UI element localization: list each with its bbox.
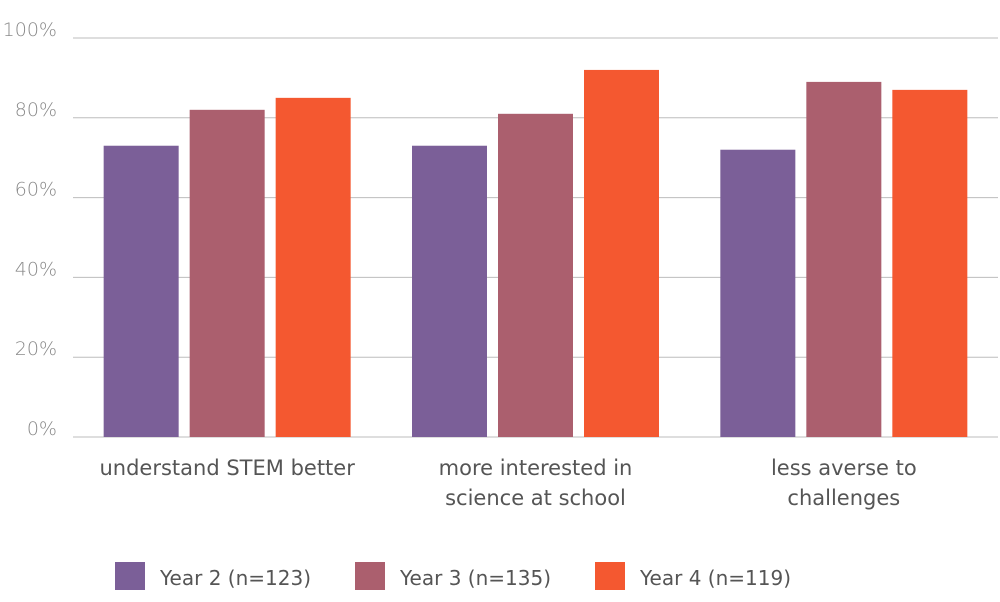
bar bbox=[584, 69, 659, 438]
y-axis-ticks: 0% 20% 40% 60% 80% 100% bbox=[3, 19, 57, 440]
legend-swatch bbox=[595, 562, 625, 590]
bar bbox=[275, 97, 351, 437]
legend-swatch bbox=[355, 562, 385, 590]
y-tick-label: 100% bbox=[3, 19, 57, 41]
legend-label: Year 3 (n=135) bbox=[399, 566, 551, 590]
bar bbox=[189, 109, 265, 437]
legend-label: Year 4 (n=119) bbox=[639, 566, 791, 590]
legend-label: Year 2 (n=123) bbox=[159, 566, 311, 590]
bars bbox=[103, 69, 968, 438]
x-category-label: more interested in bbox=[439, 456, 633, 480]
legend: Year 2 (n=123) Year 3 (n=135) Year 4 (n=11… bbox=[115, 562, 791, 590]
x-axis-categories: understand STEM better more interested in… bbox=[99, 456, 916, 510]
x-category-label: challenges bbox=[787, 486, 900, 510]
bar bbox=[103, 145, 179, 438]
bar bbox=[806, 81, 882, 437]
bar bbox=[412, 145, 487, 438]
y-tick-label: 40% bbox=[15, 258, 57, 280]
y-tick-label: 20% bbox=[15, 338, 57, 360]
legend-swatch bbox=[115, 562, 145, 590]
y-tick-label: 0% bbox=[27, 418, 57, 440]
bar bbox=[498, 113, 573, 437]
x-category-label: less averse to bbox=[771, 456, 917, 480]
y-tick-label: 80% bbox=[15, 99, 57, 121]
bar bbox=[892, 89, 968, 438]
bar bbox=[720, 149, 796, 437]
y-tick-label: 60% bbox=[15, 179, 57, 201]
x-category-label: understand STEM better bbox=[99, 456, 355, 480]
x-category-label: science at school bbox=[445, 486, 626, 510]
